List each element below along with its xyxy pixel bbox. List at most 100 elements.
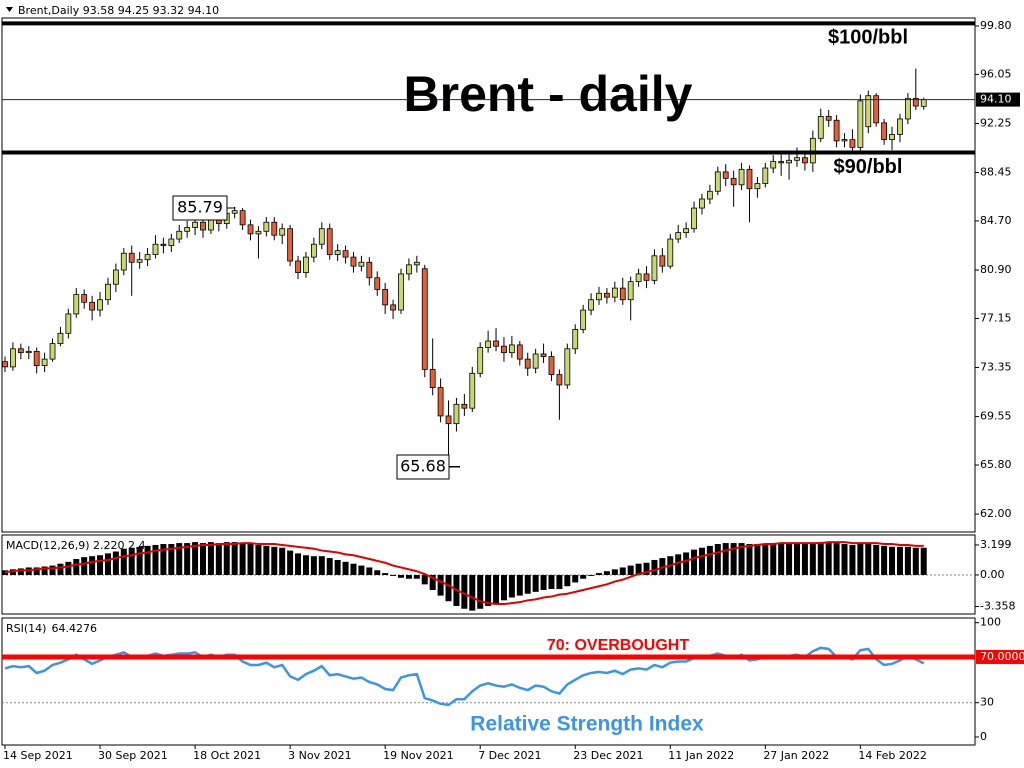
callout-leader [227,206,236,209]
macd-bar [152,544,159,575]
y-tick-label: 100 [980,616,1001,629]
overbought-axis-box [976,649,1024,664]
macd-bar [643,562,650,575]
macd-bar [192,542,199,575]
candle-body [398,273,404,311]
candle-body [120,252,127,271]
macd-bar [524,574,531,594]
x-tick-label: 19 Nov 2021 [383,749,453,762]
candle-body [770,161,777,169]
candle-body [683,228,690,233]
candle-body [548,356,555,376]
macd-bar [588,574,595,576]
macd-bar [477,574,484,609]
macd-bar [49,565,56,575]
macd-bar [350,563,357,575]
candle-body [889,134,895,141]
candle-body [263,221,270,232]
y-tick-label: 88.45 [980,166,1012,179]
candle-body [10,348,16,368]
candle-body [841,139,848,142]
candle-body [350,256,357,267]
macd-bar [144,545,151,575]
macd-bar [65,561,72,575]
macd-bar [516,574,523,596]
candle-body [247,224,254,235]
macd-bar [485,574,492,606]
candle-body [643,273,650,281]
macd-bar [596,573,602,575]
x-tick-label: 7 Dec 2021 [478,749,541,762]
candle-body [461,403,468,409]
menu-arrow[interactable] [6,7,13,12]
candle-body [413,261,420,266]
macd-bar [508,574,515,598]
candle-body [477,347,484,374]
macd-bar [390,574,397,576]
macd-bar [675,554,682,575]
macd-bar [469,574,476,611]
macd-bar [817,542,824,575]
candle-body [580,309,587,330]
y-tick-label: 80.90 [980,263,1012,276]
macd-bar [762,544,769,575]
macd-bar [825,542,832,575]
macd-bar [493,574,500,604]
candle-body [532,353,539,369]
y-tick-label: 0 [980,730,987,743]
candle-body [279,228,286,236]
macd-bar [770,544,777,575]
candle-body [366,261,373,279]
macd-bar [247,544,254,575]
macd-bar [421,574,428,585]
last-price-box [976,92,1020,107]
macd-bar [112,551,119,575]
candle-body [651,255,658,281]
candle-body [184,227,191,232]
macd-bar [722,543,729,575]
candle-body [699,198,705,209]
candle-body [516,344,523,360]
candle-body [556,374,563,386]
candle-body [89,301,96,311]
callout-label: 65.68 [400,457,446,476]
candle-body [168,238,175,246]
candle-body [564,348,571,386]
candle-body [865,95,872,128]
macd-bar [698,547,705,575]
candle-body [611,287,618,298]
macd-bar [445,574,452,602]
macd-bar [318,556,325,575]
macd-bar [104,553,111,575]
macd-bar [706,545,713,575]
macd-bar [215,543,222,575]
macd-bar [801,544,808,575]
y-tick-label: 69.55 [980,410,1012,423]
macd-bar [691,549,698,575]
overbought-axis-label: 70.0000 [980,650,1024,663]
macd-bar [730,543,737,575]
macd-bar [619,567,626,575]
macd-bar [778,544,785,575]
candle-body [540,353,547,357]
macd-bar [794,544,800,575]
macd-bar [176,543,183,575]
macd-bar [366,567,373,575]
y-tick-label: 3.199 [980,538,1012,551]
macd-bar [437,574,444,596]
chart-title: Brent - daily [404,66,693,122]
candle-body [691,207,697,230]
macd-bar [556,574,563,590]
macd-bar [223,542,230,575]
macd-bar [714,544,721,575]
callout-label: 85.79 [177,198,223,217]
candle-body [390,304,396,311]
candle-body [437,387,444,417]
macd-bar [398,574,404,578]
rsi-header: RSI(14) 64.4276 [6,622,97,635]
y-tick-label: 99.80 [980,19,1012,32]
candle-body [754,183,761,190]
candle-body [255,230,262,235]
macd-bar [302,555,309,575]
candle-body [794,157,800,161]
